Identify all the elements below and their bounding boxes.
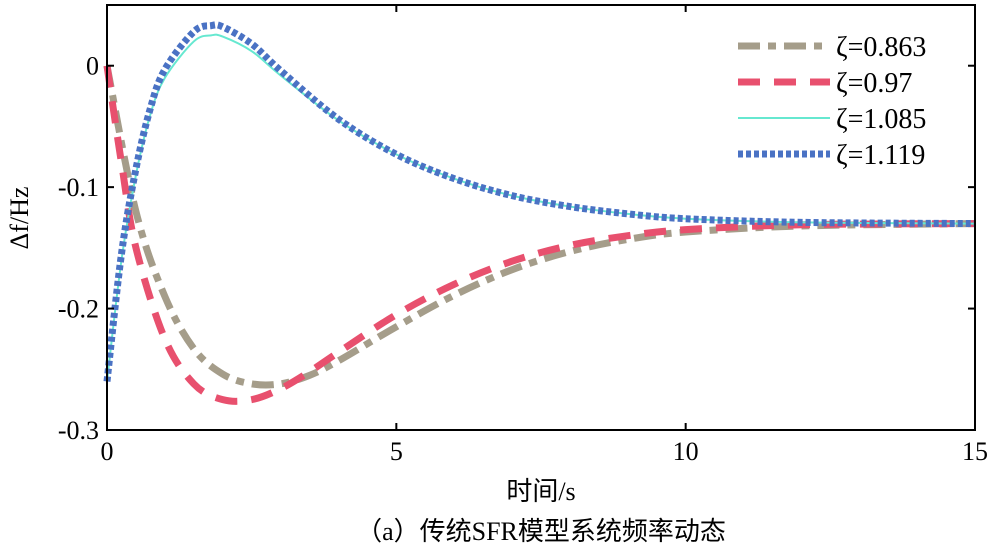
legend-label-0: ζ=0.863 [836,32,926,63]
y-tick-label: -0.1 [58,173,99,202]
legend-label-1: ζ=0.97 [836,68,912,99]
series-line-1 [103,65,976,405]
y-axis-label: Δf/Hz [5,187,34,250]
x-tick-label: 15 [962,437,988,466]
x-tick-label: 5 [390,437,403,466]
y-tick-label: 0 [86,52,99,81]
series-line-3 [103,21,976,382]
legend-label-3: ζ=1.119 [836,140,925,171]
x-tick-label: 10 [673,437,699,466]
plot-frame [106,4,976,431]
figure-caption: （a）传统SFR模型系统频率动态 [356,517,726,546]
legend-label-2: ζ=1.085 [836,104,926,135]
y-tick-label: -0.3 [58,416,99,445]
x-axis-label: 时间/s [506,477,575,506]
y-tick-label: -0.2 [58,295,99,324]
x-tick-label: 0 [101,437,114,466]
